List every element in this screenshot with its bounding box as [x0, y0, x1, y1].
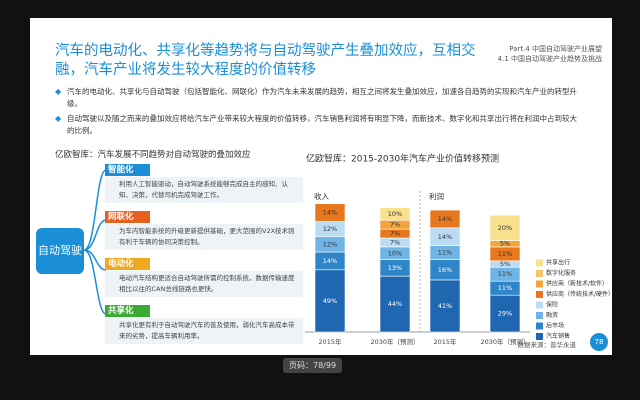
center-node: 自动驾驶	[36, 228, 84, 274]
section: Part.4 中国自动驾驶产业展望	[509, 45, 602, 53]
chart-title: 亿欧智库：2015-2030年汽车产业价值转移预测	[306, 153, 499, 165]
value-label: 41%	[438, 302, 452, 310]
value-label: 7%	[390, 221, 400, 229]
legend-label: 保险	[546, 301, 558, 309]
source: 数据来源：普华永道	[517, 341, 577, 349]
x-tick-label: 2030年（预测）	[480, 337, 529, 346]
legend-label: 后市场	[546, 322, 564, 330]
legend-label: 供应商（传统技术/硬件）	[546, 290, 612, 298]
item-text: 为车内智能系统的升级更新提供基础，更大范围的V2X技术则有利于车辆的协同决策控制…	[105, 224, 303, 250]
group-label: 收入	[314, 191, 329, 201]
item-text: 电动汽车结构更适合自动驾驶所需的控制系统，数据传输速度相比以往的CAN总线链路也…	[105, 271, 303, 297]
value-label: 44%	[388, 300, 402, 308]
legend-label: 融资	[546, 311, 558, 319]
item-label: 智能化	[105, 164, 150, 176]
value-label: 16%	[438, 266, 452, 274]
bullet: 自动驾驶以及随之而来的叠加效应将给汽车产业带来较大程度的价值转移，汽车销售利润将…	[55, 113, 582, 137]
value-label: 14%	[323, 209, 337, 217]
value-label: 20%	[498, 224, 512, 232]
item-text: 利用人工智能驱动，自动驾驶系统能够完成自主的感知、认知、决策，代替司机完成驾驶工…	[105, 177, 303, 203]
legend-swatch	[536, 301, 543, 309]
x-tick-label: 2030年（预测）	[370, 337, 419, 346]
bar-segment	[429, 209, 461, 229]
subsection: 4.1 中国自动驾驶产业趋势及挑战	[497, 55, 602, 63]
bar-segment	[489, 214, 521, 241]
x-tick-label: 2015年	[318, 337, 342, 346]
value-label: 11%	[498, 250, 512, 258]
bar-segment	[489, 294, 521, 333]
bar-segment	[379, 207, 411, 221]
diagram-title: 亿欧智库：汽车发展不同趋势对自动驾驶的叠加效应	[55, 150, 251, 160]
bar-segment	[379, 275, 411, 333]
value-label: 5%	[500, 260, 510, 268]
connector	[83, 169, 107, 315]
x-tick-label: 2015年	[433, 337, 457, 346]
item-label: 共享化	[105, 305, 150, 317]
legend-swatch	[536, 322, 543, 330]
bar-segment	[429, 279, 461, 333]
connectors	[83, 169, 107, 315]
legend-label: 数字化服务	[546, 269, 576, 277]
value-label: 13%	[388, 264, 402, 272]
value-label: 5%	[500, 240, 510, 248]
legend-swatch	[536, 280, 543, 288]
value-label: 14%	[438, 233, 452, 241]
value-label: 11%	[498, 270, 512, 278]
legend-label: 共享出行	[546, 259, 570, 267]
value-label: 11%	[498, 284, 512, 292]
legend-label: 汽车销售	[546, 332, 570, 340]
value-label: 11%	[438, 249, 452, 257]
bar-segment	[314, 203, 346, 222]
value-label: 14%	[323, 257, 337, 265]
value-label: 12%	[323, 225, 337, 233]
bullet: 汽车的电动化、共享化与自动驾驶（包括智能化、网联化）作为汽车未来发展的趋势，相互…	[55, 86, 582, 110]
item-label: 电动化	[105, 258, 150, 270]
value-label: 14%	[438, 215, 452, 223]
legend-swatch	[536, 270, 543, 277]
legend-swatch	[536, 259, 543, 267]
value-label: 10%	[388, 210, 402, 218]
value-label: 10%	[388, 249, 402, 257]
legend-swatch	[536, 291, 543, 298]
value-label: 29%	[498, 310, 512, 318]
value-label: 12%	[323, 240, 337, 248]
legend-swatch	[536, 312, 543, 319]
value-label: 49%	[323, 297, 337, 305]
item-label: 网联化	[105, 211, 150, 223]
legend-label: 供应商（新技术/软件）	[546, 280, 608, 288]
page-indicator: 页码：78/99	[283, 358, 343, 373]
bar-segment	[314, 269, 346, 333]
slide-title: 汽车的电动化、共享化等趋势将与自动驾驶产生叠加效应，互相交融，汽车产业将发生较大…	[55, 43, 476, 78]
item-text: 共享化更有利于自动驾驶汽车的普及使用，弱化汽车高成本带来的劣势，提高车辆利用率。	[105, 318, 303, 344]
page-number: 78	[590, 333, 608, 351]
value-label: 7%	[390, 230, 400, 238]
value-label: 7%	[390, 238, 400, 246]
group-label: 利润	[429, 191, 444, 201]
slide: 汽车的电动化、共享化等趋势将与自动驾驶产生叠加效应，互相交融，汽车产业将发生较大…	[30, 18, 612, 355]
legend-swatch	[536, 333, 543, 340]
